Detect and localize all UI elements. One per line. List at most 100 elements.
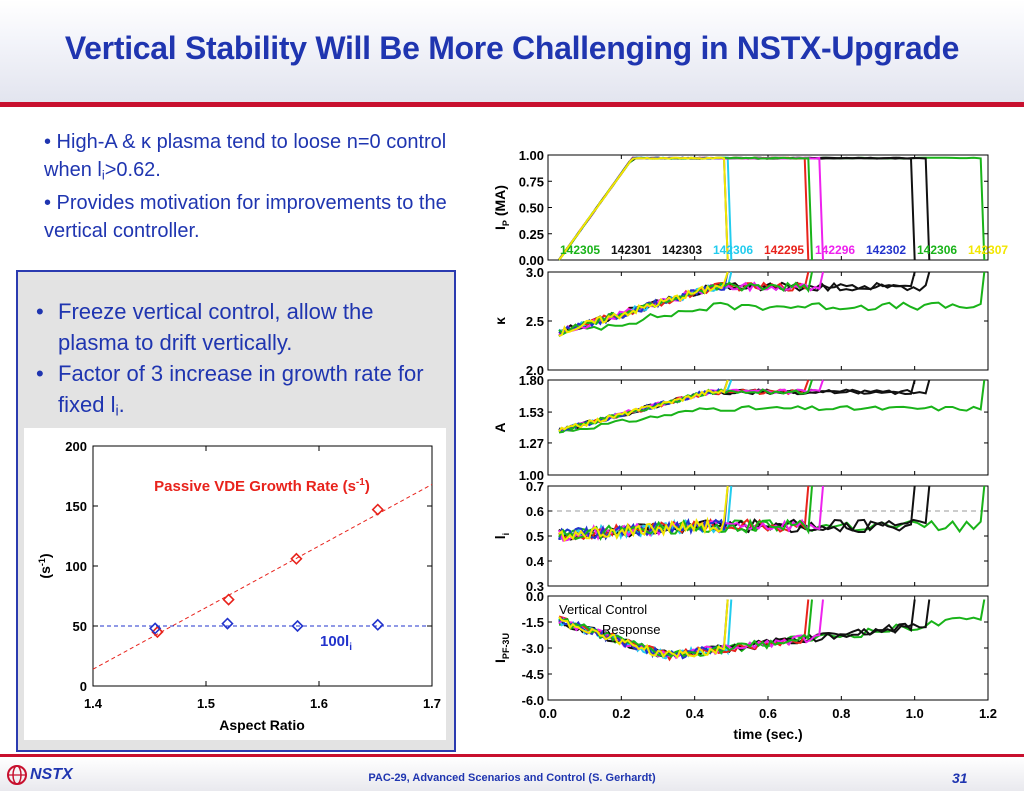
x-tick-label: 1.4 — [84, 696, 103, 711]
y-tick-label: 2.0 — [526, 363, 544, 378]
y-tick-label: 0.4 — [526, 554, 545, 569]
growth-rate-plot-bg — [24, 428, 446, 740]
bullet-growth-rate: • Factor of 3 increase in growth rate for… — [36, 361, 424, 420]
bullet-motivation: • Provides motivation for improvements t… — [44, 192, 447, 243]
y-tick-label: 3.0 — [526, 265, 544, 280]
shot-trace — [558, 485, 729, 543]
fit-lines — [92, 483, 433, 670]
growth-rate-point — [222, 593, 235, 606]
trace-panels: 0.00 0.25 0.50 0.75 1.00 IP (MA) 2.0 2.5 3.0 κ 1.0… — [492, 148, 997, 721]
footer-citation: PAC-29, Advanced Scenarios and Control (… — [368, 772, 656, 784]
y-tick-label: 0.00 — [519, 253, 544, 268]
shot-trace — [558, 271, 810, 337]
li-point — [221, 617, 234, 630]
data-points — [149, 503, 384, 639]
shot-legend-label: 142305 — [560, 243, 600, 257]
y-tick-label: 0.75 — [519, 174, 544, 189]
x-tick-label: 0.6 — [759, 706, 777, 721]
shot-trace — [558, 379, 729, 433]
time-traces-chart: 0.00 0.25 0.50 0.75 1.00 IP (MA) 2.0 2.5 3.0 κ 1.0… — [492, 148, 1008, 742]
panel-y-label: κ — [492, 317, 508, 325]
growth-rate-series-title: Passive VDE Growth Rate (s-1) — [154, 477, 370, 495]
slide-title: Vertical Stability Will Be More Challeng… — [64, 30, 960, 66]
x-tick-label: 0.0 — [539, 706, 557, 721]
x-tick-label: 1.7 — [423, 696, 441, 711]
y-tick-label: 1.00 — [519, 468, 544, 483]
panel-y-label: IP (MA) — [492, 185, 511, 230]
bullet-high-a: • High-A & κ plasma tend to loose n=0 co… — [44, 131, 447, 183]
shot-legend-label: 142306 — [917, 243, 957, 257]
shot-legend-label: 142295 — [764, 243, 804, 257]
y-tick-labels: 0 50 100 150 200 — [65, 439, 432, 694]
trace-panel: -6.0 -4.5 -3.0 -1.5 0.0 0.0 0.2 0.4 0.6 0.8 1.0 1.2… — [492, 589, 997, 721]
annotation-vertical-control: Vertical Control — [559, 602, 647, 617]
y-tick-label: 0.6 — [526, 504, 544, 519]
li-point — [291, 619, 304, 633]
shot-legend-label: 142296 — [815, 243, 855, 257]
li-point — [149, 622, 162, 635]
shot-legend-label: 142307 — [968, 243, 1008, 257]
shot-legend: 142305 142301 142303 142306 142295 142296 1423… — [560, 243, 1008, 257]
y-tick-label: 50 — [73, 619, 87, 634]
li-point — [371, 618, 384, 631]
y-tick-label: 0.50 — [519, 201, 544, 216]
nstx-emblem-icon — [7, 765, 27, 785]
x-tick-label: 1.0 — [906, 706, 924, 721]
y-tick-label: 1.00 — [519, 148, 544, 163]
y-tick-label: 0.3 — [526, 579, 544, 594]
shot-legend-label: 142301 — [611, 243, 651, 257]
slide-header — [0, 0, 1024, 104]
y-tick-label: -4.5 — [522, 667, 544, 682]
y-tick-label: 200 — [65, 439, 87, 454]
nstx-logo: NSTX — [6, 764, 73, 786]
panel-frame — [547, 379, 989, 476]
y-tick-label: 150 — [65, 499, 87, 514]
y-tick-label: 0.5 — [526, 529, 544, 544]
x-tick-label: 1.6 — [310, 696, 328, 711]
x-tick-labels: 1.4 1.5 1.6 1.7 — [84, 446, 441, 711]
panel-frame — [547, 485, 989, 587]
growth-rate-point — [371, 503, 384, 516]
header-divider — [0, 102, 1024, 107]
panel-y-label: A — [492, 422, 508, 432]
x-tick-label: 1.5 — [197, 696, 215, 711]
y-tick-label: 1.53 — [519, 405, 544, 420]
panel-y-label: IPF-3U — [492, 633, 511, 663]
shot-legend-label: 142302 — [866, 243, 906, 257]
shot-trace — [558, 271, 986, 338]
x-tick-label: 0.8 — [832, 706, 850, 721]
shot-trace — [558, 156, 729, 261]
y-tick-label: 0.0 — [526, 589, 544, 604]
bullet-freeze-control: • Freeze vertical control, allow the plas… — [36, 299, 374, 355]
y-tick-label: -1.5 — [522, 615, 544, 630]
shot-trace — [558, 379, 986, 433]
shot-trace — [558, 271, 813, 336]
shot-trace — [558, 271, 824, 335]
shot-trace — [558, 271, 916, 333]
nstx-logo-text: NSTX — [30, 766, 73, 783]
shot-legend-label: 142303 — [662, 243, 702, 257]
shot-trace — [558, 271, 729, 337]
panel-y-label: li — [492, 533, 511, 539]
y-tick-label: 1.27 — [519, 436, 544, 451]
y-tick-label: 2.5 — [526, 314, 544, 329]
shot-trace — [558, 379, 824, 432]
x-tick-label: 0.2 — [612, 706, 630, 721]
y-tick-label: 100 — [65, 559, 87, 574]
x-tick-label: 1.2 — [979, 706, 997, 721]
footer — [0, 757, 1024, 791]
trace-panel: 0.3 0.4 0.5 0.6 0.7 li — [492, 479, 989, 594]
shot-legend-label: 142306 — [713, 243, 753, 257]
y-tick-label: -3.0 — [522, 641, 544, 656]
top-bullets: • High-A & κ plasma tend to loose n=0 co… — [44, 128, 464, 245]
li-series-label: 100li — [320, 633, 352, 653]
y-tick-label: -6.0 — [522, 693, 544, 708]
trace-panel: 0.00 0.25 0.50 0.75 1.00 IP (MA) — [492, 148, 989, 268]
growth-rate-chart: 0 50 100 150 200 1.4 1.5 1.6 1.7 Passive VDE Gr… — [37, 439, 441, 733]
growth-rate-fit-line — [92, 483, 433, 670]
shot-trace — [558, 485, 813, 541]
y-tick-label: 0 — [80, 679, 87, 694]
shot-trace — [558, 379, 813, 434]
footer-divider — [0, 754, 1024, 757]
trace-panel: 2.0 2.5 3.0 κ — [492, 265, 989, 378]
